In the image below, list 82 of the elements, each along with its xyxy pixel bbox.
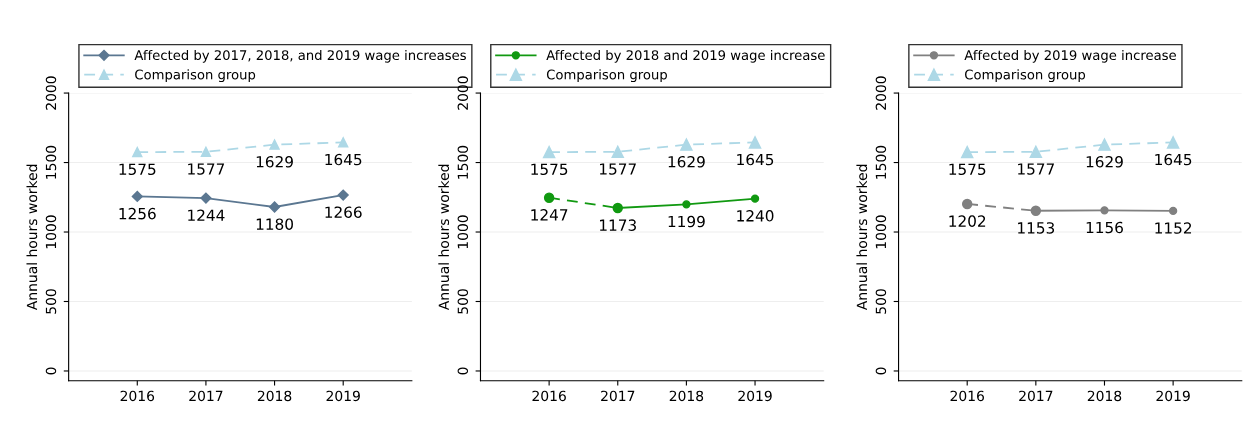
- data-label: 1577: [1018, 163, 1054, 175]
- data-label: 1575: [949, 163, 986, 176]
- legend-label: Affected by 2018 and 2019 wage increase: [546, 49, 825, 63]
- point: [960, 145, 974, 159]
- data-label: 1575: [531, 163, 568, 176]
- y-tick-label: 0: [875, 367, 887, 375]
- data-label: 1244: [188, 209, 225, 221]
- x-tick-label: 2016: [120, 390, 155, 402]
- y-tick-label: 500: [875, 289, 887, 314]
- x-tick-label: 2019: [326, 390, 360, 402]
- x-tick-label: 2018: [257, 390, 292, 402]
- point: [611, 145, 625, 159]
- data-label: 1256: [119, 207, 156, 220]
- y-axis-title: Annual hours worked: [856, 164, 868, 311]
- y-tick-label: 0: [457, 367, 469, 375]
- point: [268, 201, 281, 213]
- legend-label: Comparison group: [135, 69, 256, 83]
- data-label: 1173: [600, 219, 636, 231]
- data-label: 1577: [600, 163, 636, 175]
- point: [1098, 138, 1111, 151]
- y-tick-label: 500: [457, 289, 469, 314]
- y-tick-label: 500: [45, 289, 57, 314]
- point: [131, 190, 143, 203]
- data-label: 1247: [531, 209, 568, 221]
- data-label: 1575: [119, 163, 156, 176]
- point: [132, 146, 143, 158]
- point: [961, 198, 973, 210]
- data-label: 1645: [737, 153, 774, 166]
- point: [1168, 206, 1178, 216]
- data-label: 1645: [1155, 153, 1192, 166]
- legend-label: Affected by 2019 wage increase: [964, 49, 1176, 63]
- data-label: 1645: [325, 153, 362, 166]
- data-label: 1202: [949, 215, 986, 227]
- point: [543, 192, 555, 203]
- data-label: 1266: [325, 206, 362, 218]
- data-label: 1629: [668, 155, 705, 168]
- y-tick-label: 1500: [45, 145, 57, 179]
- data-label: 1629: [256, 155, 293, 168]
- point: [748, 136, 762, 149]
- y-tick-label: 2000: [875, 76, 887, 110]
- y-axis-title: Annual hours worked: [438, 164, 450, 311]
- data-label: 1153: [1018, 222, 1055, 234]
- x-tick-label: 2018: [669, 390, 704, 402]
- point: [200, 192, 212, 204]
- data-label: 1199: [668, 215, 705, 228]
- point: [680, 138, 693, 151]
- x-tick-label: 2017: [1019, 390, 1053, 402]
- y-tick-label: 2000: [45, 76, 57, 110]
- y-tick-label: 1000: [875, 215, 887, 249]
- point: [542, 145, 556, 159]
- data-label: 1152: [1155, 222, 1192, 234]
- y-axis-title: Annual hours worked: [26, 164, 38, 311]
- point: [1100, 206, 1109, 215]
- data-label: 1240: [737, 210, 774, 222]
- y-tick-label: 1500: [875, 145, 887, 179]
- point: [750, 194, 760, 203]
- point: [682, 200, 691, 209]
- point: [269, 139, 280, 150]
- legend-label: Comparison group: [546, 69, 667, 83]
- point: [1029, 145, 1043, 159]
- data-label: 1180: [256, 218, 293, 230]
- y-tick-label: 1000: [45, 215, 57, 249]
- x-tick-label: 2018: [1087, 390, 1122, 402]
- x-tick-label: 2017: [189, 390, 223, 402]
- x-tick-label: 2016: [950, 390, 984, 402]
- x-tick-label: 2016: [532, 390, 566, 402]
- x-tick-label: 2017: [601, 390, 635, 402]
- y-tick-label: 1500: [457, 145, 469, 179]
- data-label: 1629: [1086, 155, 1123, 168]
- point: [337, 137, 349, 148]
- legend-label: Comparison group: [965, 69, 1086, 83]
- legend-label: Affected by 2017, 2018, and 2019 wage increases: [134, 49, 466, 63]
- data-label: 1156: [1086, 221, 1123, 234]
- y-tick-label: 1000: [457, 215, 469, 249]
- y-tick-label: 0: [45, 367, 57, 375]
- y-tick-label: 2000: [457, 76, 469, 110]
- point: [337, 189, 349, 201]
- data-label: 1577: [188, 163, 225, 175]
- x-tick-label: 2019: [1156, 390, 1190, 402]
- point: [200, 146, 212, 158]
- x-tick-label: 2019: [738, 390, 772, 402]
- point: [1166, 136, 1180, 149]
